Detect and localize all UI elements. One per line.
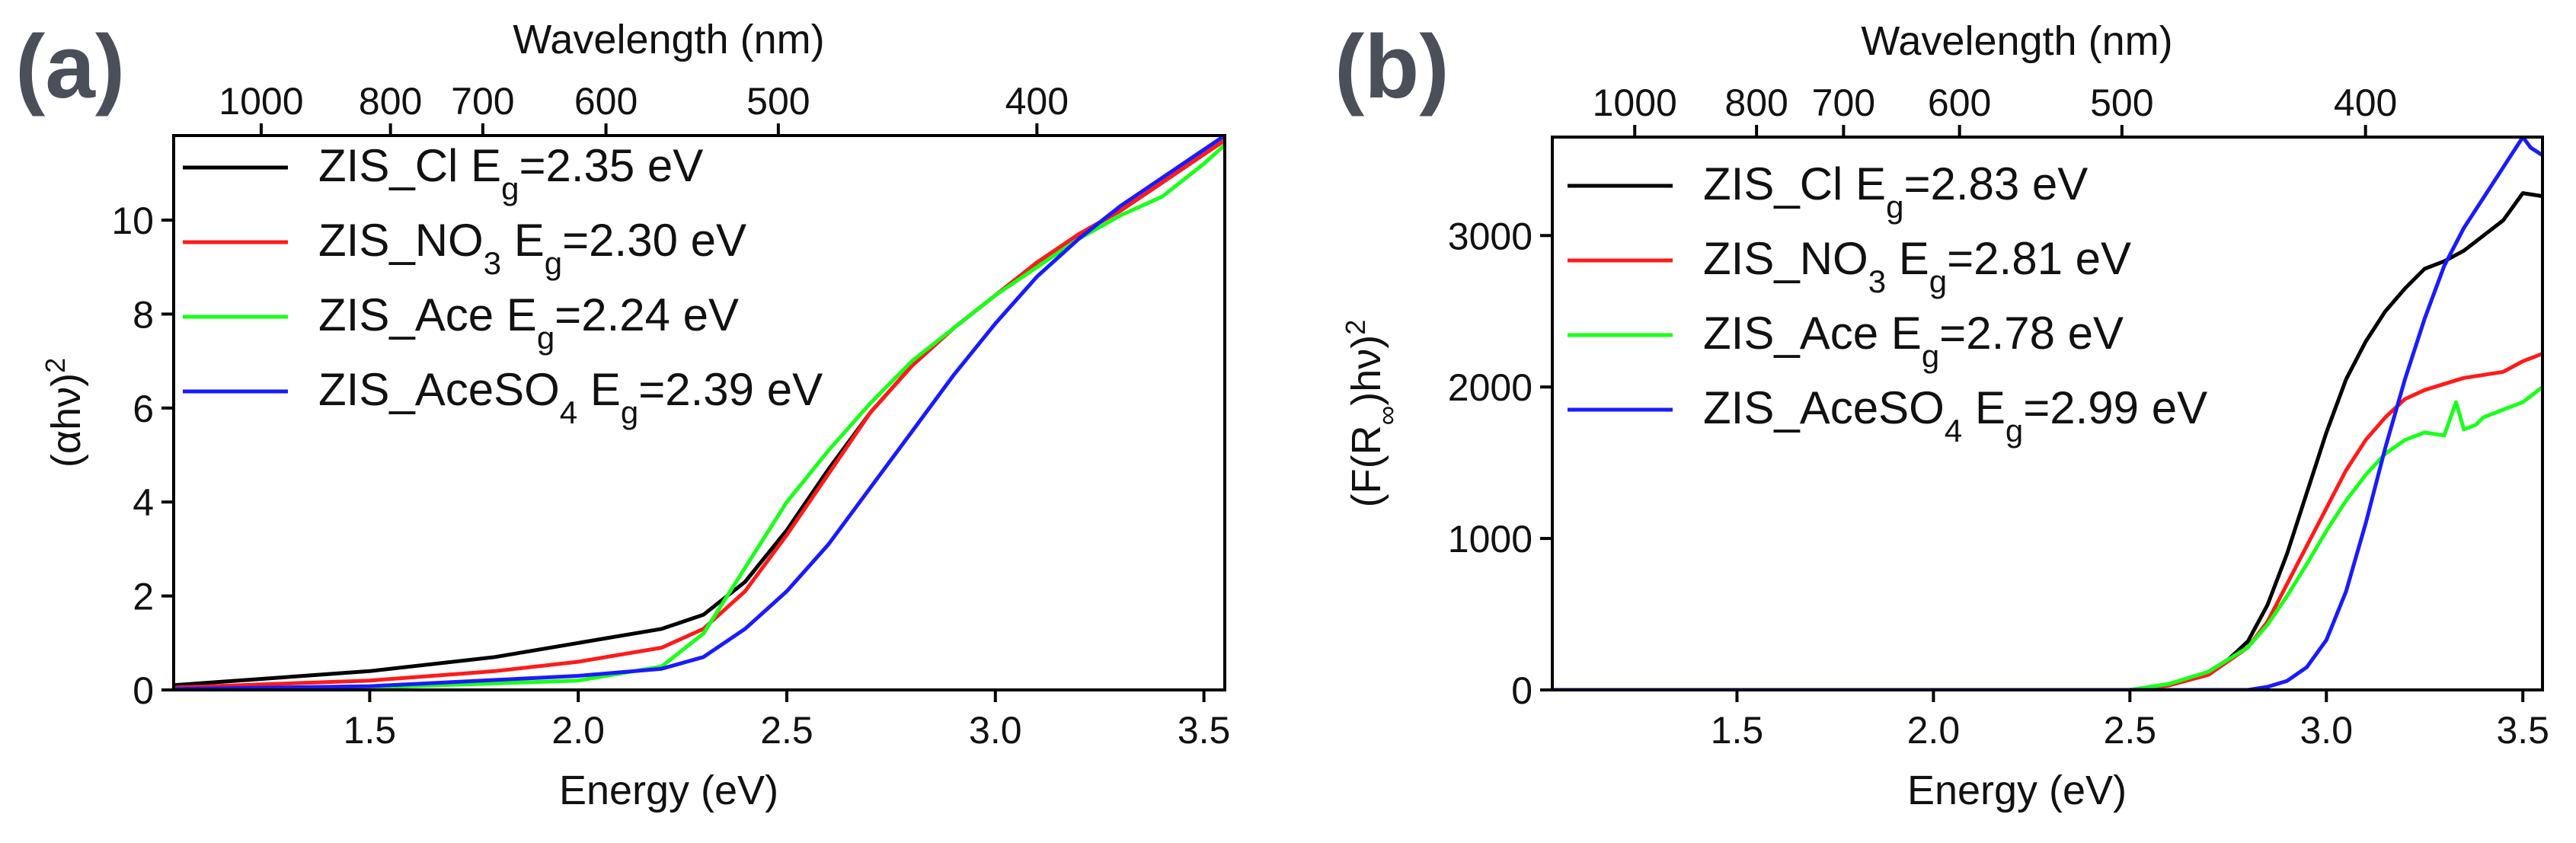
legend: ZIS_Cl Eg=2.35 eV ZIS_NO3 Eg=2.30 eV ZIS_A… (183, 140, 823, 430)
y-tick-label: 6 (133, 388, 154, 430)
panel-a: (a) 1.5 2.0 2.5 3.0 3.5 0 2 4 6 8 10 1000 800 700 600 50… (15, 17, 1230, 813)
y-tick-label: 0 (133, 669, 154, 712)
series-line-zis-aceso4 (1552, 137, 2542, 690)
y-tick-label: 0 (1511, 669, 1532, 712)
x-axis-title: Energy (eV) (559, 768, 778, 813)
y-tick-label: 2 (133, 576, 154, 618)
legend: ZIS_Cl Eg=2.83 eV ZIS_NO3 Eg=2.81 eV ZIS_A… (1568, 158, 2207, 449)
series-line-zis-no3 (174, 138, 1225, 690)
plot-frame (172, 134, 1226, 691)
x-tick-label: 2.5 (2104, 709, 2157, 752)
x-tick-label: 2.0 (551, 709, 605, 752)
x-tick-label: 3.0 (969, 709, 1022, 752)
legend-label-zis-ace: ZIS_Ace Eg=2.24 eV (318, 289, 739, 356)
series-line-zis-aceso4 (174, 136, 1225, 690)
legend-label-zis-cl: ZIS_Cl Eg=2.35 eV (318, 140, 703, 206)
y-tick-label: 10 (111, 200, 154, 242)
y-tick-label: 2000 (1448, 366, 1532, 409)
y-tick-label: 8 (133, 293, 154, 336)
y-tick-label: 1000 (1448, 518, 1532, 560)
legend-label-zis-no3: ZIS_NO3 Eg=2.81 eV (1703, 233, 2131, 299)
x-tick-label: 1.5 (1711, 709, 1764, 752)
series-line-zis-no3 (1552, 351, 2542, 690)
x-tick-label: 3.5 (1178, 709, 1231, 752)
top-tick-label: 500 (2090, 81, 2153, 124)
legend-label-zis-aceso4: ZIS_AceSO4 Eg=2.99 eV (1703, 382, 2207, 449)
x-tick-label: 1.5 (344, 709, 397, 752)
panel-b: (b) 1.5 2.0 2.5 3.0 3.5 0 1000 2000 3000 1000 800 70… (1334, 17, 2549, 813)
top-tick-label: 800 (359, 80, 422, 123)
top-tick-label: 600 (574, 80, 638, 123)
x-axis-title: Energy (eV) (1907, 768, 2127, 813)
plot-frame (1551, 136, 2544, 691)
legend-label-zis-ace: ZIS_Ace Eg=2.78 eV (1703, 308, 2124, 374)
panel-label: (b) (1334, 17, 1449, 117)
top-tick-label: 700 (1812, 81, 1875, 124)
y-axis-title: (αhν)2 (40, 358, 90, 468)
x-tick-label: 2.0 (1907, 709, 1961, 752)
top-axis-title: Wavelength (nm) (513, 17, 824, 62)
top-tick-label: 1000 (1593, 81, 1677, 124)
top-tick-label: 1000 (219, 80, 303, 123)
series-line-zis-ace (1552, 385, 2542, 690)
panel-label: (a) (15, 17, 125, 117)
x-tick-label: 2.5 (760, 709, 813, 752)
y-axis-title: (F(R∞)hν)2 (1340, 320, 1402, 508)
legend-label-zis-cl: ZIS_Cl Eg=2.83 eV (1703, 158, 2088, 225)
top-tick-label: 400 (2334, 81, 2397, 124)
top-tick-label: 700 (451, 80, 514, 123)
x-tick-label: 3.0 (2300, 709, 2354, 752)
x-tick-label: 3.5 (2496, 709, 2549, 752)
y-tick-label: 3000 (1448, 215, 1532, 257)
top-tick-label: 800 (1724, 81, 1788, 124)
legend-label-zis-no3: ZIS_NO3 Eg=2.30 eV (318, 215, 746, 281)
top-axis-title: Wavelength (nm) (1861, 18, 2172, 64)
top-tick-label: 600 (1928, 81, 1991, 124)
y-tick-label: 4 (133, 481, 154, 524)
legend-label-zis-aceso4: ZIS_AceSO4 Eg=2.39 eV (318, 364, 823, 430)
top-tick-label: 400 (1005, 80, 1069, 123)
top-tick-label: 500 (746, 80, 810, 123)
